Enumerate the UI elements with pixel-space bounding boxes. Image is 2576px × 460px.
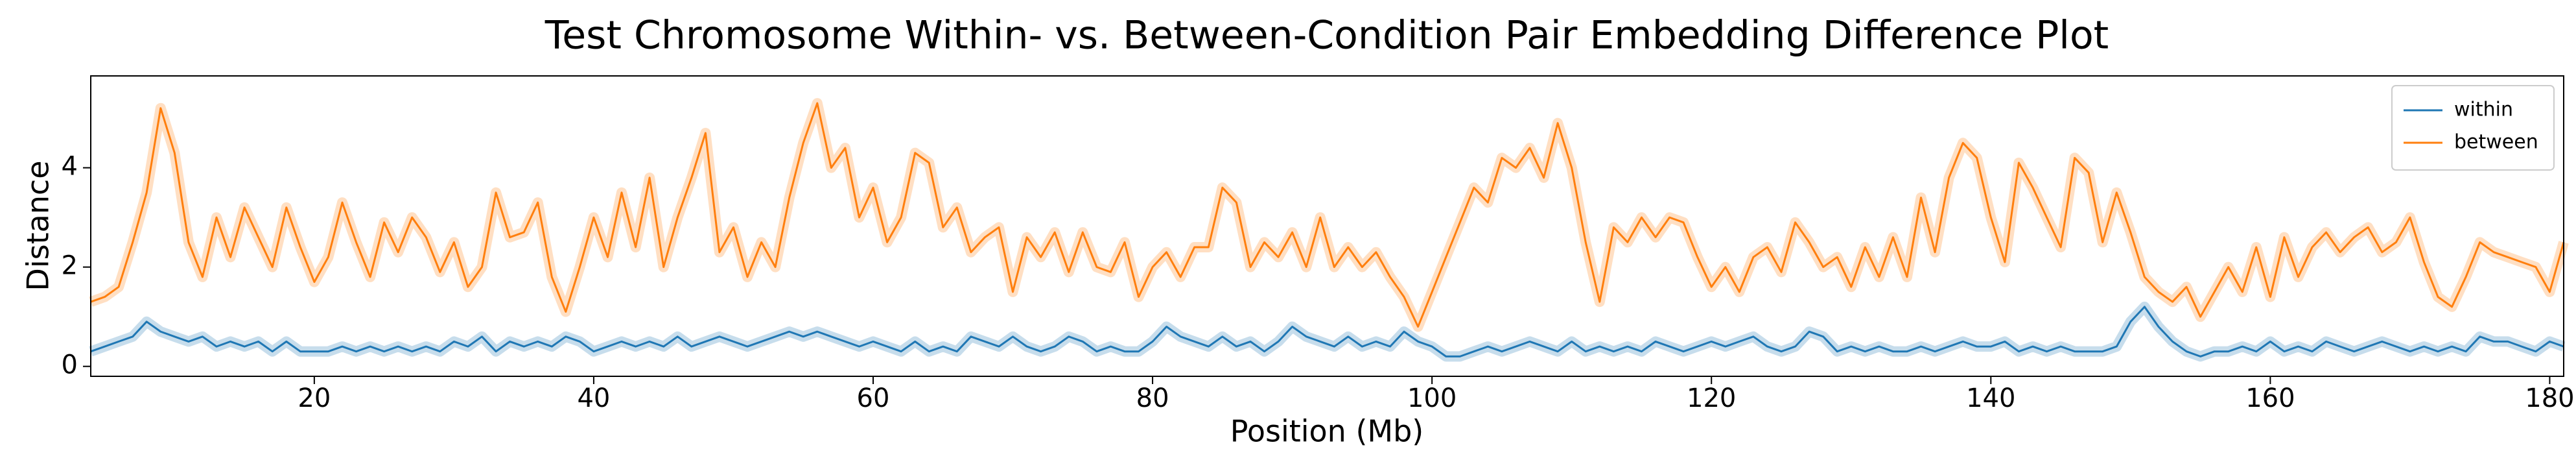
y-axis-label: Distance: [21, 160, 56, 291]
x-tick-label: 140: [1966, 383, 2015, 413]
x-axis-label: Position (Mb): [1230, 414, 1424, 449]
y-tick-label: 4: [62, 152, 78, 182]
x-tick-label: 120: [1687, 383, 1736, 413]
series-line: [90, 102, 2565, 328]
legend-box: [2391, 85, 2555, 171]
plot-frame: [90, 75, 2564, 377]
x-tick-label: 20: [298, 383, 331, 413]
legend-label: between: [2454, 131, 2538, 154]
series-band: [89, 301, 2566, 362]
series-line: [90, 306, 2564, 357]
x-tick-label: 180: [2525, 383, 2574, 413]
y-tick-label: 2: [62, 251, 78, 281]
chart-title: Test Chromosome Within- vs. Between-Cond…: [544, 13, 2109, 58]
y-tick-label: 0: [62, 350, 78, 380]
x-tick-label: 40: [577, 383, 610, 413]
x-tick-label: 100: [1407, 383, 1457, 413]
x-tick-label: 160: [2245, 383, 2295, 413]
series-band: [89, 98, 2569, 332]
x-tick-label: 80: [1136, 383, 1169, 413]
legend-label: within: [2454, 99, 2513, 121]
x-tick-label: 60: [857, 383, 890, 413]
